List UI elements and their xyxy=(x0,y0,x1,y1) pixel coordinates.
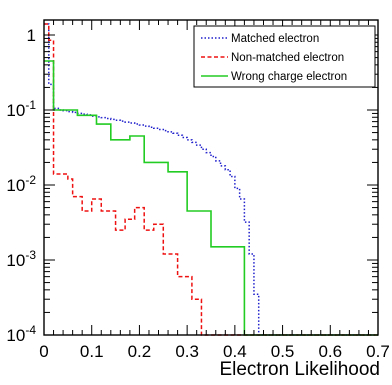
legend-items: Matched electron Non-matched electron Wron… xyxy=(201,33,347,83)
x-tick-label: 0.7 xyxy=(366,342,390,361)
x-tick-label: 0.2 xyxy=(128,342,152,361)
x-tick-label: 0.5 xyxy=(271,342,295,361)
y-tick-label: 10-4 xyxy=(6,323,36,345)
y-tick-label: 10-3 xyxy=(6,248,36,270)
y-tick-label: 10-2 xyxy=(6,173,36,195)
legend-label: Non-matched electron xyxy=(231,52,344,64)
x-tick-label: 0.4 xyxy=(223,342,247,361)
legend-label: Matched electron xyxy=(231,33,319,45)
legend-label: Wrong charge electron xyxy=(231,71,347,83)
y-tick-label: 10-1 xyxy=(6,98,36,120)
x-tick-label: 0 xyxy=(39,342,48,361)
x-tick-label: 0.3 xyxy=(175,342,199,361)
legend: Matched electron Non-matched electron Wron… xyxy=(193,25,376,88)
plot-frame xyxy=(43,19,379,336)
x-axis-title: Electron Likelihood xyxy=(219,359,380,380)
y-tick-labels: 1 10-1 10-2 10-3 10-4 xyxy=(6,26,36,345)
x-tick-labels: 0 0.1 0.2 0.3 0.4 0.5 0.6 0.7 xyxy=(39,342,390,361)
y-tick-label: 1 xyxy=(27,26,36,45)
x-tick-label: 0.1 xyxy=(80,342,104,361)
x-tick-label: 0.6 xyxy=(318,342,342,361)
